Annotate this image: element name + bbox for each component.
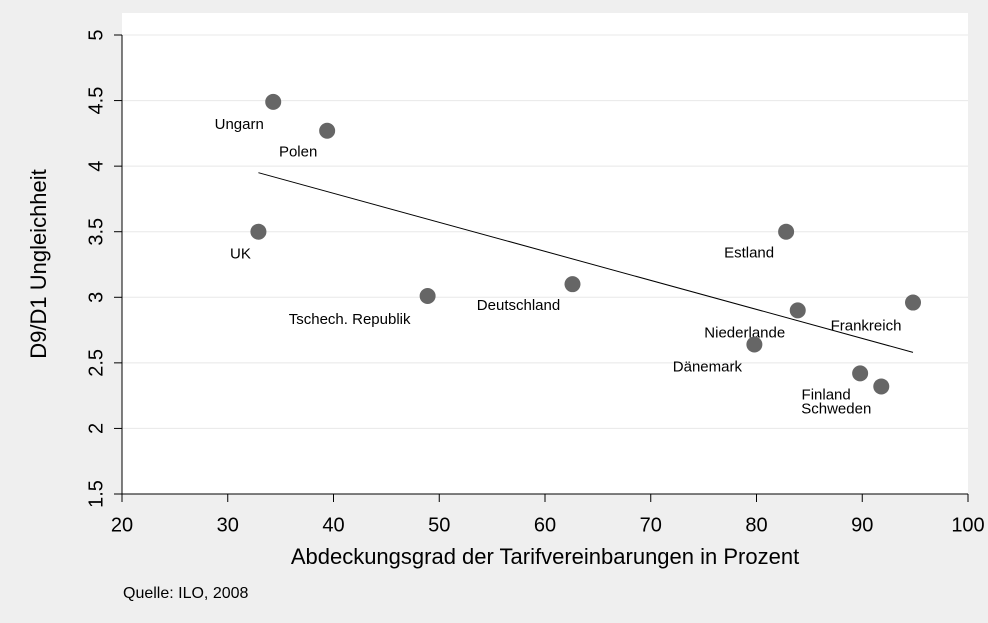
x-tick-label: 60	[534, 514, 556, 536]
data-point	[265, 93, 282, 110]
data-point	[905, 294, 922, 311]
point-label: UK	[230, 246, 251, 263]
x-tick-label: 50	[428, 514, 450, 536]
y-tick-label: 2	[85, 423, 107, 434]
point-label: Polen	[279, 144, 317, 161]
x-tick-label: 70	[640, 514, 662, 536]
data-point	[419, 287, 436, 304]
point-label: Tschech. Republik	[289, 311, 411, 328]
x-tick-label: 100	[951, 514, 984, 536]
y-tick-label: 2.5	[85, 349, 107, 377]
point-label: Deutschland	[477, 297, 560, 314]
x-tick-label: 20	[111, 514, 133, 536]
data-point	[250, 223, 267, 240]
data-point	[789, 302, 806, 319]
data-point	[873, 378, 890, 395]
y-tick-label: 4.5	[85, 87, 107, 115]
data-point	[778, 223, 795, 240]
x-tick-label: 40	[322, 514, 344, 536]
y-tick-label: 1.5	[85, 480, 107, 508]
y-tick-label: 3.5	[85, 218, 107, 246]
data-point	[852, 365, 869, 382]
plot-area	[122, 13, 968, 494]
y-tick-label: 4	[85, 161, 107, 172]
point-label: Niederlande	[704, 324, 785, 341]
x-tick-label: 90	[851, 514, 873, 536]
trend-line	[258, 172, 914, 353]
point-label: Finland	[802, 386, 851, 403]
point-label: Frankreich	[831, 318, 902, 335]
y-tick-label: 3	[85, 292, 107, 303]
y-axis-title: D9/D1 Ungleichheit	[26, 169, 51, 359]
point-label: Schweden	[801, 400, 871, 417]
data-point	[746, 336, 763, 353]
x-axis-title: Abdeckungsgrad der Tarifvereinbarungen i…	[291, 544, 799, 569]
data-point	[564, 276, 581, 293]
y-tick-label: 5	[85, 29, 107, 40]
source-note: Quelle: ILO, 2008	[123, 585, 249, 602]
point-label: Estland	[724, 245, 774, 262]
x-tick-label: 30	[217, 514, 239, 536]
data-point	[319, 122, 336, 139]
x-tick-label: 80	[745, 514, 767, 536]
point-label: Ungarn	[215, 116, 264, 133]
point-label: Dänemark	[673, 358, 743, 375]
